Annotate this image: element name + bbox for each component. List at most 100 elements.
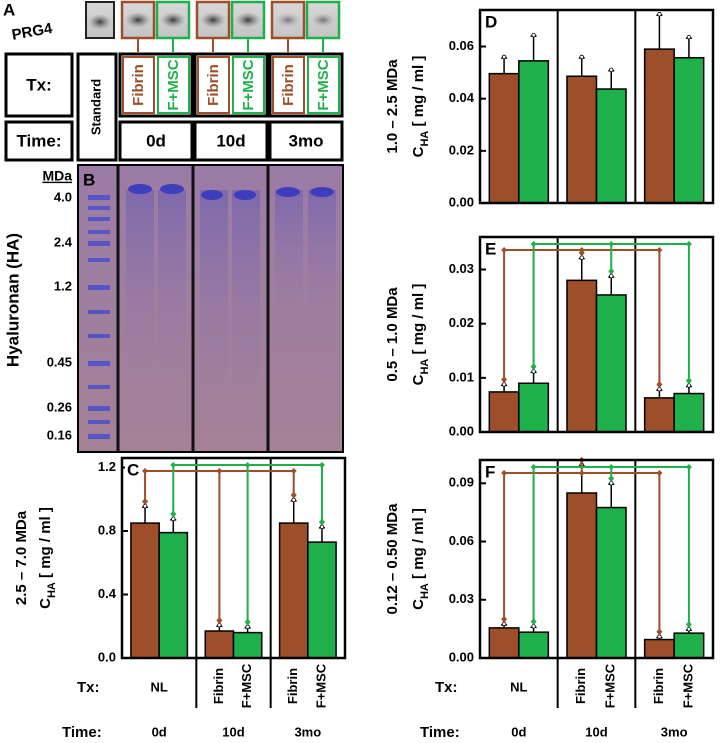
bar <box>566 75 598 204</box>
y-axis-unit: [ mg / ml ] <box>410 284 427 359</box>
error-bar <box>142 506 149 524</box>
bracket-node <box>685 241 692 247</box>
bar <box>643 638 675 659</box>
smear <box>275 190 303 340</box>
error-bar <box>290 500 297 524</box>
y-axis-unit: [ mg / ml ] <box>37 507 54 582</box>
ladder-label: 0.45 <box>47 354 72 369</box>
ladder-bands <box>88 195 110 439</box>
table-cell <box>118 52 194 118</box>
y-axis-label: 1.0 – 2.5 MDa <box>384 59 401 154</box>
bar <box>643 397 675 433</box>
smear <box>308 190 336 340</box>
band <box>88 420 110 424</box>
y-axis-label: CHA [ mg / ml ] <box>410 56 431 158</box>
y-tick-label: 0.03 <box>449 591 474 606</box>
gel-frame <box>77 164 344 453</box>
connector <box>172 38 324 52</box>
lane-label: F+MSC <box>315 59 332 110</box>
panel-label: F <box>485 462 495 481</box>
panel-label: B <box>83 170 95 189</box>
ladder-label: 4.0 <box>54 189 72 204</box>
y-tick-label: 0.02 <box>449 142 474 157</box>
error-bar <box>578 257 585 281</box>
bar <box>566 492 598 659</box>
bracket-arrow <box>244 618 251 626</box>
error-bar <box>501 57 508 74</box>
bar <box>673 632 705 659</box>
bracket-arrow <box>608 475 615 483</box>
bracket-arrow <box>685 377 692 385</box>
bracket-node <box>530 241 537 247</box>
y-axis-symbol: C <box>410 599 427 610</box>
bar <box>232 631 263 659</box>
bar <box>673 392 705 433</box>
table-cell <box>118 120 194 162</box>
blot-band <box>276 13 300 27</box>
x-tick-label: 0d <box>511 724 526 739</box>
condition-table <box>4 52 344 162</box>
lane-divider <box>116 165 270 452</box>
table-text: Tx: Time: Standard Fibrin F+MSC Fibrin F… <box>16 59 331 150</box>
bar <box>566 279 598 433</box>
smear <box>200 190 228 420</box>
blot-band <box>235 12 261 28</box>
y-axis-unit: [ mg / ml ] <box>410 56 427 131</box>
bracket-node <box>290 468 297 474</box>
time-header: Time: <box>16 131 61 150</box>
y-tick-label: 0.02 <box>449 315 474 330</box>
lane-label: F+MSC <box>165 59 182 110</box>
band <box>201 190 223 200</box>
x-tick-label: 3mo <box>294 724 321 739</box>
table-cell <box>4 120 74 162</box>
treatment-label: Fibrin <box>573 668 588 704</box>
treatment-label: F+MSC <box>680 663 695 708</box>
y-axis-label: 0.12 – 0.50 MDa <box>384 503 401 615</box>
x-tick-label: 0d <box>152 724 167 739</box>
bracket-node <box>656 247 663 253</box>
band <box>88 258 110 262</box>
band <box>88 206 110 210</box>
bracket-arrow <box>318 518 325 526</box>
y-axis-label: 0.5 – 1.0 MDa <box>384 287 401 382</box>
time-label: 0d <box>146 131 166 150</box>
y-axis-unit: [ mg / ml ] <box>410 508 427 583</box>
plot-frame <box>120 456 347 660</box>
error-bar <box>530 35 537 61</box>
table-cell <box>4 52 74 118</box>
x-tick-label: 10d <box>222 724 244 739</box>
error-cap <box>579 54 584 60</box>
bar <box>518 382 550 433</box>
error-bar <box>578 57 585 77</box>
lane-bands <box>128 184 334 200</box>
y-tick-label: 0.03 <box>449 261 474 276</box>
ladder-label: 0.16 <box>47 427 72 442</box>
panel-label-bg <box>483 13 499 31</box>
bracket-node <box>170 462 177 468</box>
treatment-label: F+MSC <box>603 663 618 708</box>
band <box>88 334 110 338</box>
tx-header: Tx: <box>77 679 100 696</box>
blot-band <box>311 13 335 27</box>
band <box>88 434 110 439</box>
gel-axis-label: Hyaluronan (HA) <box>3 233 22 367</box>
bar <box>595 88 627 204</box>
lane-box <box>272 56 305 114</box>
blot-band <box>125 12 151 28</box>
bracket-arrow <box>530 618 537 626</box>
table-cell <box>76 52 118 162</box>
y-tick-label: 0.00 <box>449 194 474 209</box>
plot-frame <box>478 458 715 660</box>
band <box>88 195 110 200</box>
lane-box <box>232 56 265 114</box>
band <box>88 310 110 314</box>
gel-panel: B MDa 4.0 2.4 1.2 0.45 0.26 0.16 Hyaluro… <box>3 164 344 453</box>
y-tick-label: 0.00 <box>449 423 474 438</box>
lane-smears <box>126 190 336 420</box>
bracket-arrow <box>656 381 663 389</box>
y-tick-label: 0.4 <box>98 586 117 601</box>
ladder-unit: MDa <box>42 168 72 184</box>
bar <box>488 72 520 204</box>
error-cap <box>686 34 692 40</box>
